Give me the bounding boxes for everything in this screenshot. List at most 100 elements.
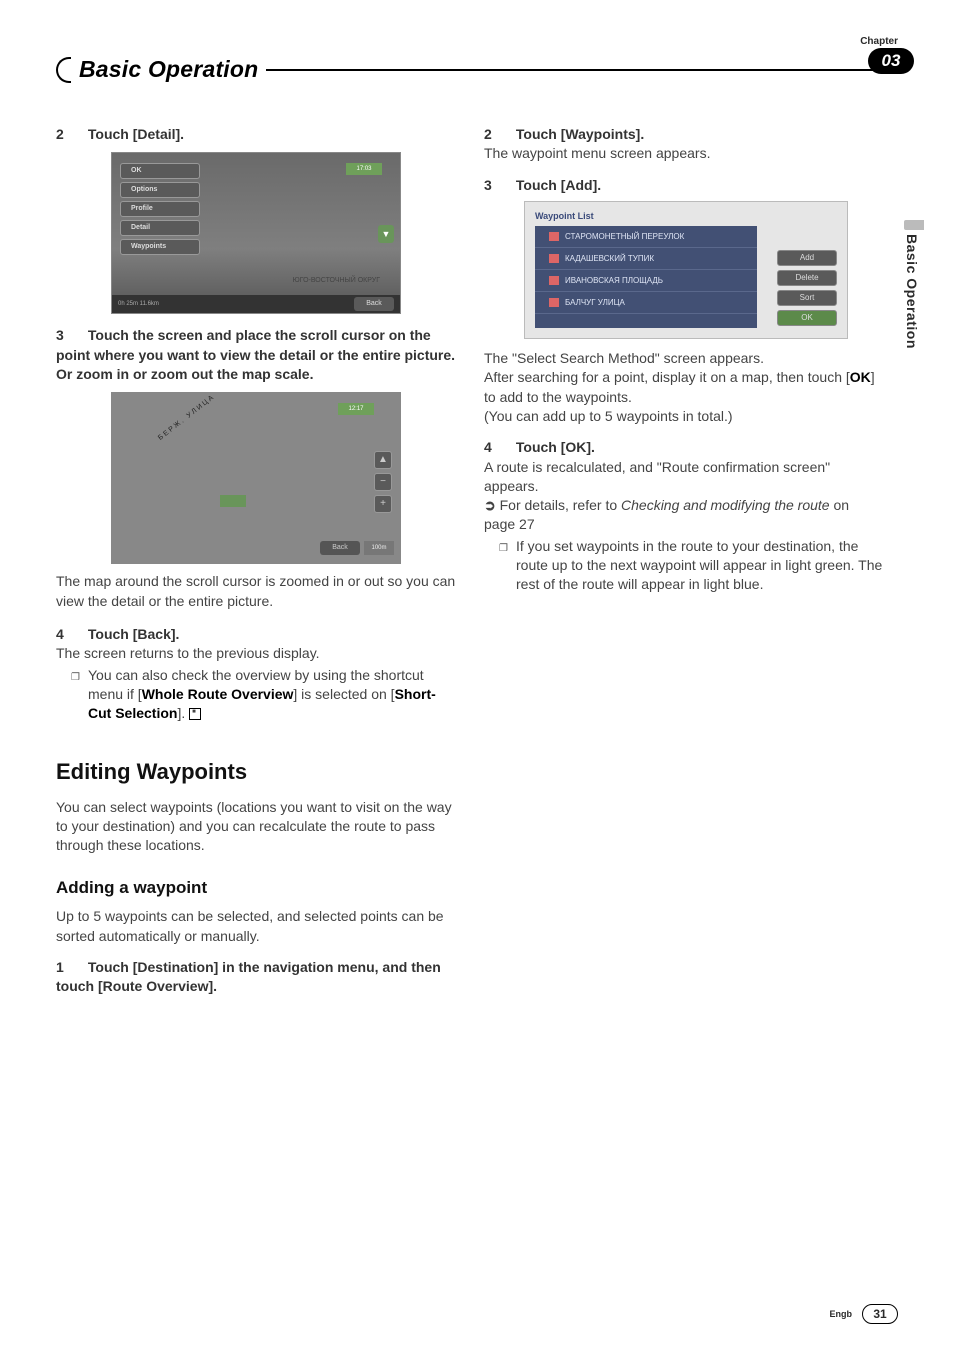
step-text: Touch [Waypoints]. [516,126,644,142]
ss2-back-button: Back [320,541,360,555]
t: OK [850,369,871,385]
side-tab-text: Basic Operation [904,234,920,349]
step-text: Touch [OK]. [516,439,595,455]
flag-icon [549,276,559,285]
ss2-scale: 100m [364,541,394,555]
body-text: After searching for a point, display it … [484,368,884,407]
cross-reference: For details, refer to Checking and modif… [484,496,884,535]
flag-icon [549,254,559,263]
body-text: The "Select Search Method" screen appear… [484,349,884,368]
heading-editing-waypoints: Editing Waypoints [56,757,456,787]
heading-adding-waypoint: Adding a waypoint [56,876,456,899]
t: After searching for a point, display it … [484,369,850,385]
left-column: 2 Touch [Detail]. OK Options Profile Det… [56,119,456,996]
chapter-label: Chapter [860,36,898,47]
ss1-btn-profile: Profile [120,201,200,217]
ss1-back-button: Back [354,297,394,311]
ss3-title: Waypoint List [535,210,594,222]
step-text: Touch [Back]. [88,626,180,642]
up-arrow-icon: ▲ [374,451,392,469]
t: ИВАНОВСКАЯ ПЛОЩАДЬ [565,275,663,286]
step-4: 4 Touch [Back]. [56,625,456,644]
down-arrow-icon: ▼ [378,225,394,243]
side-tab-bar [904,220,924,230]
body-text: (You can add up to 5 waypoints in total.… [484,407,884,426]
t: Checking and modifying the route [621,497,830,513]
page: Chapter Basic Operation 03 Basic Operati… [0,0,954,1352]
step-number: 2 [484,125,512,144]
step-2r: 2 Touch [Waypoints]. [484,125,884,144]
t: БАЛЧУГ УЛИЦА [565,297,625,308]
t: Whole Route Overview [142,686,294,702]
ss3-ok-button: OK [777,310,837,326]
step-number: 4 [484,438,512,457]
right-column: 2 Touch [Waypoints]. The waypoint menu s… [484,119,884,996]
ss2-cursor [220,495,246,507]
body-text: A route is recalculated, and "Route conf… [484,458,884,497]
ss1-menu: OK Options Profile Detail Waypoints [120,163,200,258]
step-text: Touch [Destination] in the navigation me… [56,959,441,994]
ss2-zoom-buttons: ▲ − + [374,451,392,513]
footer: Engb 31 [830,1304,899,1324]
step-4r: 4 Touch [OK]. [484,438,884,457]
t: ]. [177,705,185,721]
note-bullet: If you set waypoints in the route to you… [484,537,884,595]
columns: 2 Touch [Detail]. OK Options Profile Det… [56,119,898,996]
ss1-btn-detail: Detail [120,220,200,236]
flag-icon [549,298,559,307]
step-text: Touch [Detail]. [88,126,184,142]
ss1-btn-options: Options [120,182,200,198]
end-of-section-icon [189,708,201,720]
screenshot-map-scroll: 12:17 БЕРЖ. УЛИЦА ▲ − + Back 100m [111,392,401,564]
body-text: The waypoint menu screen appears. [484,144,884,163]
bullet-body: You can also check the overview by using… [88,666,456,724]
bullet-icon [484,537,516,595]
ss3-list: СТАРОМОНЕТНЫЙ ПЕРЕУЛОК КАДАШЕВСКИЙ ТУПИК… [535,226,757,328]
ss1-btn-ok: OK [120,163,200,179]
ss2-road-label: БЕРЖ. УЛИЦА [156,393,217,444]
screenshot-waypoint-list: Waypoint List СТАРОМОНЕТНЫЙ ПЕРЕУЛОК КАД… [524,201,848,339]
ss2-time: 12:17 [338,403,374,415]
page-title: Basic Operation [71,56,266,83]
list-item: СТАРОМОНЕТНЫЙ ПЕРЕУЛОК [535,226,757,248]
footer-page-number: 31 [862,1304,898,1324]
flag-icon [549,232,559,241]
step-number: 2 [56,125,84,144]
footer-language: Engb [830,1309,853,1319]
list-item: ИВАНОВСКАЯ ПЛОЩАДЬ [535,270,757,292]
ss3-sort-button: Sort [777,290,837,306]
header-cap-left [56,57,71,83]
body-text: The map around the scroll cursor is zoom… [56,572,456,611]
t: For details, refer to [500,497,621,513]
zoom-out-icon: − [374,473,392,491]
bullet-icon [56,666,88,724]
ss3-delete-button: Delete [777,270,837,286]
ss1-status-text: 0h 25m 11.6km [118,300,159,308]
side-tab: Basic Operation [904,220,924,349]
ss1-time: 17:03 [346,163,382,175]
step-2: 2 Touch [Detail]. [56,125,456,144]
t: СТАРОМОНЕТНЫЙ ПЕРЕУЛОК [565,231,684,242]
header-rule [266,69,898,71]
zoom-in-icon: + [374,495,392,513]
step-number: 1 [56,958,84,977]
step-number: 4 [56,625,84,644]
screenshot-detail-menu: OK Options Profile Detail Waypoints 17:0… [111,152,401,314]
chapter-badge: 03 [868,48,914,74]
list-item: КАДАШЕВСКИЙ ТУПИК [535,248,757,270]
step-1b: 1 Touch [Destination] in the navigation … [56,958,456,997]
note-bullet: You can also check the overview by using… [56,666,456,724]
step-text: Touch the screen and place the scroll cu… [56,327,455,382]
header: Basic Operation [56,56,898,83]
ss1-btn-waypoints: Waypoints [120,239,200,255]
step-3: 3 Touch the screen and place the scroll … [56,326,456,384]
body-text: You can select waypoints (locations you … [56,798,456,856]
t: КАДАШЕВСКИЙ ТУПИК [565,253,654,264]
ss1-region: ЮГО-ВОСТОЧНЫЙ ОКРУГ [293,276,380,286]
step-text: Touch [Add]. [516,177,601,193]
body-text: The screen returns to the previous displ… [56,644,456,663]
step-3r: 3 Touch [Add]. [484,176,884,195]
list-item: БАЛЧУГ УЛИЦА [535,292,757,314]
step-number: 3 [56,326,84,345]
step-number: 3 [484,176,512,195]
